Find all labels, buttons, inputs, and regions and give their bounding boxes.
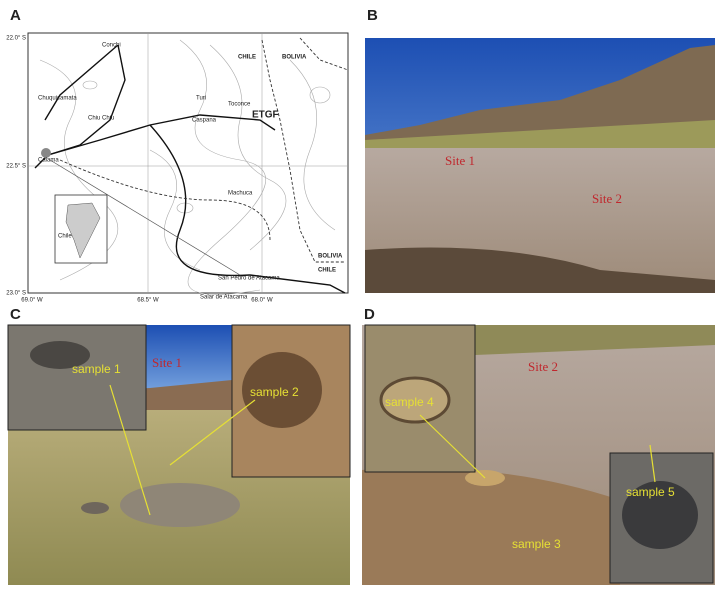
roads <box>34 44 346 294</box>
panel-label: C <box>10 306 21 323</box>
place: BOLIVIA <box>318 254 343 260</box>
panel-label: B <box>367 7 378 24</box>
inset-pool <box>622 481 698 549</box>
site-label: Site 1 <box>445 153 475 168</box>
place: Chuquicamata <box>38 96 77 102</box>
sample-label: sample 4 <box>385 395 434 409</box>
pointer-line <box>419 414 486 479</box>
panel-c: C Site 1 sample 1 sample 2 <box>7 306 351 585</box>
lat-label: 22.5° S <box>6 164 26 170</box>
place: San Pedro de Atacama <box>218 276 280 282</box>
panel-d: D Site 2 sample 4 sample 5 sample 3 <box>362 306 715 585</box>
photo-stream <box>365 247 715 293</box>
panel-label: A <box>10 7 21 24</box>
inset-continent <box>65 202 101 259</box>
inset-pool <box>379 376 451 424</box>
borders <box>59 37 349 263</box>
photo-slope <box>365 120 715 150</box>
pointer-line <box>109 384 151 516</box>
sample-label: sample 5 <box>626 485 675 499</box>
sample-label: sample 1 <box>72 362 121 376</box>
photo-pool <box>120 483 240 527</box>
place: Turi <box>196 96 206 102</box>
lat-label: 23.0° S <box>6 291 26 297</box>
pointer-line <box>169 399 256 466</box>
photo-hills <box>365 45 715 140</box>
lon-label: 68.0° W <box>251 298 273 304</box>
place: Toconce <box>228 102 251 108</box>
photo-crust <box>362 468 620 585</box>
site-label: Site 2 <box>528 359 558 374</box>
panel-b: B Site 1 Site 2 <box>365 7 715 293</box>
place: Calama <box>38 158 59 164</box>
place: Salar de Atacama <box>200 295 248 301</box>
photo-hills <box>475 325 715 355</box>
photo-pool <box>81 502 109 514</box>
pointer-line <box>649 444 656 483</box>
contours <box>39 39 336 295</box>
place: CHILE <box>238 55 256 61</box>
panel-label: D <box>364 306 375 323</box>
place: Machuca <box>228 191 253 197</box>
place: CHILE <box>318 268 336 274</box>
place: Chile <box>58 234 72 240</box>
site-label: Site 2 <box>592 191 622 206</box>
lat-label: 22.0° S <box>6 36 26 42</box>
inset-pool <box>30 341 90 369</box>
panel-a: A <box>6 7 349 304</box>
place: Conchi <box>102 43 121 49</box>
place: BOLIVIA <box>282 55 307 61</box>
place: ETGF <box>252 110 279 121</box>
place: Chiu Chiu <box>88 116 114 122</box>
sample-label: sample 3 <box>512 537 561 551</box>
lon-label: 68.5° W <box>137 298 159 304</box>
site-label: Site 1 <box>152 355 182 370</box>
place: Caspana <box>192 118 217 124</box>
inset-pool <box>242 352 322 428</box>
lon-label: 69.0° W <box>21 298 43 304</box>
sample-label: sample 2 <box>250 385 299 399</box>
inset-photo <box>7 324 147 431</box>
city-marker <box>41 148 51 158</box>
leader-line <box>49 159 241 276</box>
